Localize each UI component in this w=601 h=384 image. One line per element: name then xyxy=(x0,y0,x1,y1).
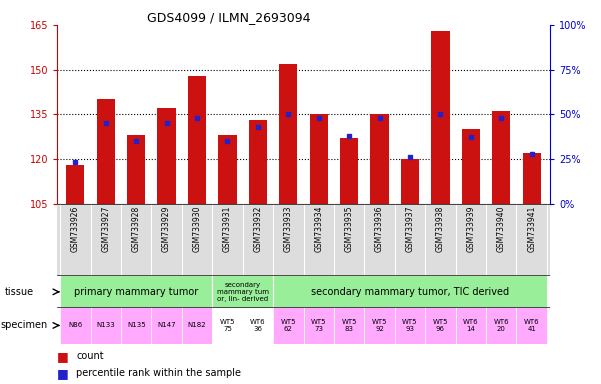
Bar xyxy=(425,307,456,344)
Text: WT6
14: WT6 14 xyxy=(463,319,478,332)
Text: specimen: specimen xyxy=(1,320,48,331)
Bar xyxy=(432,31,450,204)
Bar xyxy=(249,120,267,204)
Text: ■: ■ xyxy=(57,367,69,380)
Text: N182: N182 xyxy=(188,323,206,328)
Text: N135: N135 xyxy=(127,323,145,328)
Bar xyxy=(279,64,297,204)
Text: GDS4099 / ILMN_2693094: GDS4099 / ILMN_2693094 xyxy=(147,11,310,24)
Text: GSM733929: GSM733929 xyxy=(162,206,171,252)
Bar xyxy=(127,135,145,204)
Bar xyxy=(60,275,212,309)
Text: N86: N86 xyxy=(69,323,82,328)
Text: WT5
83: WT5 83 xyxy=(341,319,357,332)
Bar xyxy=(340,138,358,204)
Bar xyxy=(462,129,480,204)
Bar xyxy=(364,307,395,344)
Text: percentile rank within the sample: percentile rank within the sample xyxy=(76,368,242,378)
Text: GSM733927: GSM733927 xyxy=(102,206,110,252)
Text: WT6
41: WT6 41 xyxy=(524,319,540,332)
Text: GSM733935: GSM733935 xyxy=(344,206,353,252)
Text: WT5
62: WT5 62 xyxy=(281,319,296,332)
Bar xyxy=(97,99,115,204)
Text: GSM733926: GSM733926 xyxy=(71,206,80,252)
Text: GSM733934: GSM733934 xyxy=(314,206,323,252)
Text: primary mammary tumor: primary mammary tumor xyxy=(74,287,198,297)
Bar xyxy=(218,135,237,204)
Bar xyxy=(60,307,91,344)
Bar xyxy=(334,307,364,344)
Bar xyxy=(395,307,425,344)
Text: GSM733936: GSM733936 xyxy=(375,206,384,252)
Text: secondary mammary tumor, TIC derived: secondary mammary tumor, TIC derived xyxy=(311,287,509,297)
Text: WT5
92: WT5 92 xyxy=(372,319,387,332)
Text: GSM733933: GSM733933 xyxy=(284,206,293,252)
Bar xyxy=(492,111,510,204)
Text: GSM733941: GSM733941 xyxy=(527,206,536,252)
Bar xyxy=(66,165,85,204)
Bar xyxy=(188,76,206,204)
Bar xyxy=(310,114,328,204)
Bar xyxy=(456,307,486,344)
Text: GSM733940: GSM733940 xyxy=(497,206,505,252)
Bar xyxy=(486,307,516,344)
Text: secondary
mammary tum
or, lin- derived: secondary mammary tum or, lin- derived xyxy=(217,282,269,302)
Bar xyxy=(91,307,121,344)
Bar xyxy=(304,307,334,344)
Text: WT6
20: WT6 20 xyxy=(493,319,509,332)
Bar xyxy=(273,275,547,309)
Text: GSM733931: GSM733931 xyxy=(223,206,232,252)
Bar xyxy=(151,307,182,344)
Text: WT5
96: WT5 96 xyxy=(433,319,448,332)
Text: GSM733932: GSM733932 xyxy=(254,206,263,252)
Text: ■: ■ xyxy=(57,350,69,363)
Text: WT5
93: WT5 93 xyxy=(402,319,418,332)
Bar xyxy=(516,307,547,344)
Text: GSM733938: GSM733938 xyxy=(436,206,445,252)
Bar xyxy=(370,114,389,204)
Text: N147: N147 xyxy=(157,323,176,328)
Bar xyxy=(157,108,175,204)
Text: tissue: tissue xyxy=(5,287,34,297)
Text: count: count xyxy=(76,351,104,361)
Bar xyxy=(273,307,304,344)
Bar xyxy=(212,275,273,309)
Text: GSM733930: GSM733930 xyxy=(192,206,201,252)
Bar xyxy=(182,307,212,344)
Bar xyxy=(401,159,419,204)
Text: WT5
73: WT5 73 xyxy=(311,319,326,332)
Bar xyxy=(522,153,541,204)
Text: GSM733937: GSM733937 xyxy=(406,206,415,252)
Bar xyxy=(243,307,273,344)
Text: GSM733928: GSM733928 xyxy=(132,206,141,252)
Bar xyxy=(121,307,151,344)
Text: N133: N133 xyxy=(96,323,115,328)
Text: WT5
75: WT5 75 xyxy=(220,319,235,332)
Text: GSM733939: GSM733939 xyxy=(466,206,475,252)
Bar xyxy=(212,307,243,344)
Text: WT6
36: WT6 36 xyxy=(250,319,266,332)
